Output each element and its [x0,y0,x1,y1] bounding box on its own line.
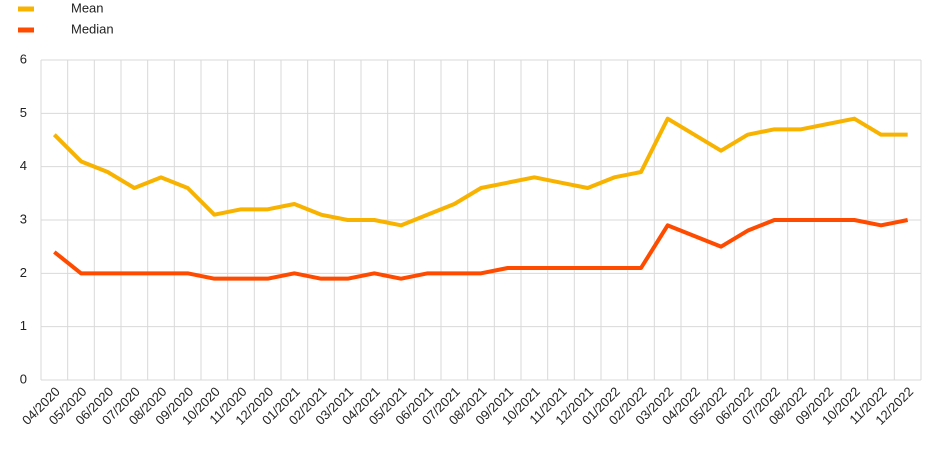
y-tick-label: 6 [20,51,27,66]
y-tick-label: 2 [20,265,27,280]
y-tick-label: 5 [20,105,27,120]
line-series [53,218,909,281]
line-series [52,116,908,228]
y-tick-label: 3 [20,211,27,226]
y-tick-label: 1 [20,318,27,333]
legend-label: Mean [71,0,104,15]
y-tick-label: 0 [20,371,27,386]
legend-label: Median [71,21,114,36]
y-tick-label: 4 [20,158,27,173]
